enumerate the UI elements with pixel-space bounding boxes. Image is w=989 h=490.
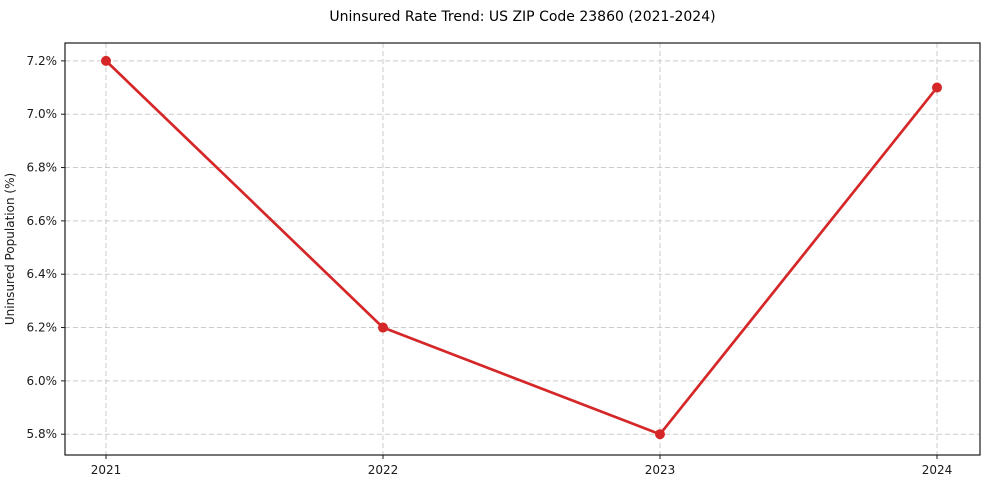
y-tick-label: 5.8% [27, 427, 58, 441]
x-tick-label: 2022 [368, 463, 399, 477]
data-point-marker [378, 322, 388, 333]
y-tick-label: 7.2% [27, 54, 58, 68]
y-tick-label: 6.6% [27, 214, 58, 228]
data-point-marker [101, 55, 111, 66]
data-point-marker [932, 82, 942, 93]
trend-line [104, 59, 939, 436]
data-point-marker [655, 429, 665, 440]
x-tick-label: 2023 [645, 463, 676, 477]
y-axis-label: Uninsured Population (%) [3, 173, 17, 325]
x-tick-label: 2021 [91, 463, 122, 477]
y-tick-label: 7.0% [27, 107, 58, 121]
y-tick-label: 6.2% [27, 321, 58, 335]
chart-title: Uninsured Rate Trend: US ZIP Code 23860 … [329, 9, 716, 25]
axes-spines [64, 42, 981, 456]
y-tick-label: 6.4% [27, 267, 58, 281]
y-tick-label: 6.0% [27, 374, 58, 388]
y-tick-label: 6.8% [27, 161, 58, 175]
x-tick-label: 2024 [922, 463, 953, 477]
